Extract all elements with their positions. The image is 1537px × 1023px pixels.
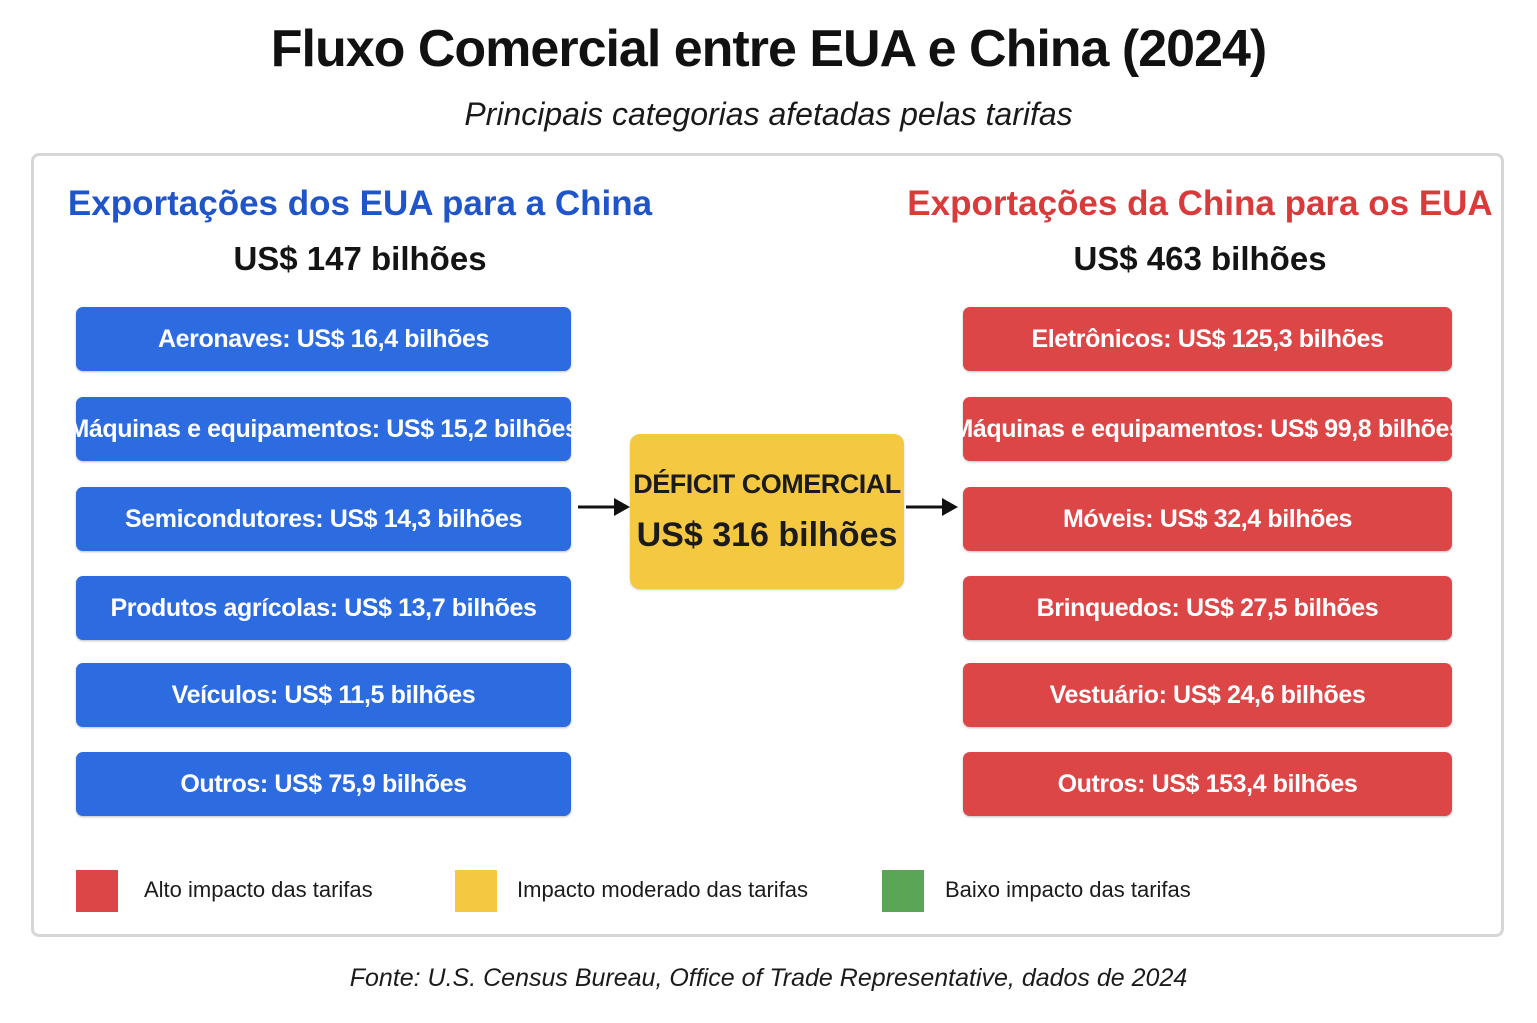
china-export-item: Máquinas e equipamentos: US$ 99,8 bilhõe… [952, 397, 1463, 461]
us-export-item: Semicondutores: US$ 14,3 bilhões [76, 487, 571, 551]
legend-label-low: Baixo impacto das tarifas [945, 877, 1191, 902]
china-export-item: Brinquedos: US$ 27,5 bilhões [963, 576, 1452, 640]
legend-swatch-high [76, 870, 118, 912]
legend-label-high: Alto impacto das tarifas [144, 877, 373, 902]
page-title: Fluxo Comercial entre EUA e China (2024) [270, 20, 1267, 78]
us-export-item: Máquinas e equipamentos: US$ 15,2 bilhõe… [68, 397, 579, 461]
china-export-item: Vestuário: US$ 24,6 bilhões [963, 663, 1452, 727]
us-export-item: Produtos agrícolas: US$ 13,7 bilhões [76, 576, 571, 640]
china-exports-heading: Exportações da China para os EUA [907, 184, 1493, 223]
legend-label-moderate: Impacto moderado das tarifas [517, 877, 809, 902]
arrow-right-icon [578, 498, 630, 516]
source-note: Fonte: U.S. Census Bureau, Office of Tra… [349, 964, 1188, 992]
legend-swatch-low [882, 870, 924, 912]
deficit-label: DÉFICIT COMERCIAL [633, 468, 901, 499]
deficit-value: US$ 316 bilhões [636, 515, 898, 554]
china-export-item: Móveis: US$ 32,4 bilhões [963, 487, 1452, 551]
legend-swatch-moderate [455, 870, 497, 912]
china-export-item: Eletrônicos: US$ 125,3 bilhões [963, 307, 1452, 371]
us-exports-total: US$ 147 bilhões [233, 240, 487, 277]
china-exports-total: US$ 463 bilhões [1073, 240, 1327, 277]
arrow-right-icon [906, 498, 958, 516]
page-subtitle: Principais categorias afetadas pelas tar… [464, 96, 1073, 132]
china-export-item: Outros: US$ 153,4 bilhões [963, 752, 1452, 816]
us-export-item: Outros: US$ 75,9 bilhões [76, 752, 571, 816]
us-export-item: Veículos: US$ 11,5 bilhões [76, 663, 571, 727]
us-exports-heading: Exportações dos EUA para a China [67, 184, 653, 223]
us-export-item: Aeronaves: US$ 16,4 bilhões [76, 307, 571, 371]
trade-deficit-box: DÉFICIT COMERCIAL US$ 316 bilhões [630, 434, 904, 589]
